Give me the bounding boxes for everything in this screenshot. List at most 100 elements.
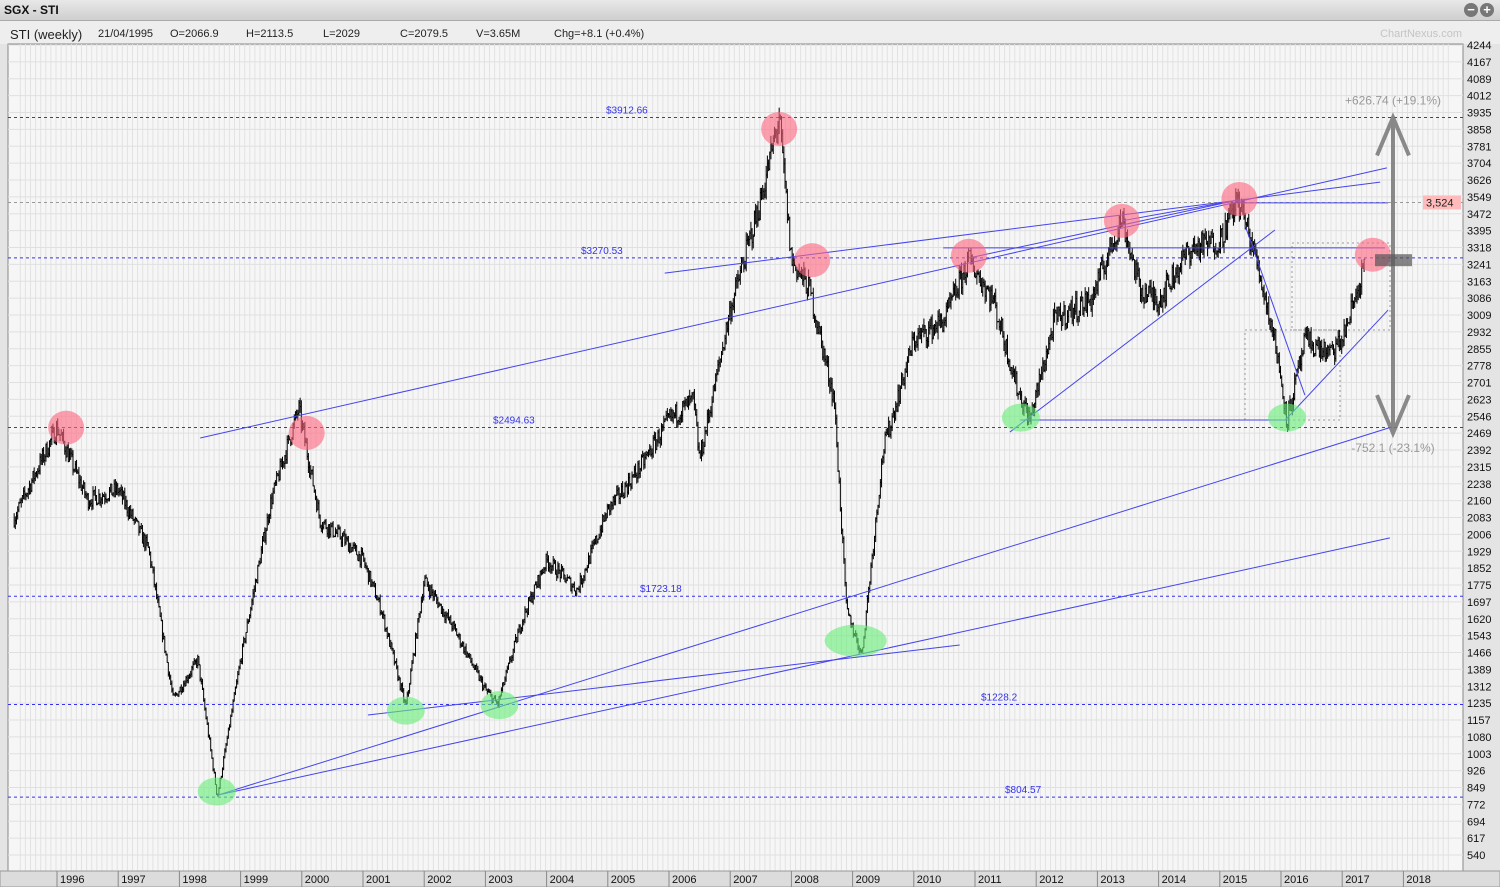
peak-marker [761,111,798,146]
y-tick-label: 2778 [1467,361,1491,373]
y-tick-label: 4167 [1467,57,1491,69]
y-tick-label: 3935 [1467,108,1491,120]
y-tick-label: 1775 [1467,580,1491,592]
trendline [217,537,1391,796]
level-label: $3912.66 [606,105,648,116]
level-label: $3270.53 [581,246,623,257]
info-close: C=2079.5 [400,28,449,40]
x-tick-label: 2011 [978,874,1002,886]
y-tick-label: 2392 [1467,445,1491,457]
y-tick-label: 617 [1467,833,1485,845]
y-tick-label: 2932 [1467,327,1491,339]
y-tick-label: 1929 [1467,546,1491,558]
zoom-in-button[interactable]: + [1480,3,1494,17]
trendline [367,644,960,716]
y-tick-label: 2006 [1467,529,1491,541]
y-tick-label: 1697 [1467,597,1491,609]
x-tick-label: 2016 [1284,874,1308,886]
title-bar: SGX - STI − + [0,0,1500,21]
x-tick-label: 2009 [856,874,880,886]
x-tick-label: 2015 [1223,874,1247,886]
x-tick-label: 1999 [244,874,268,886]
x-tick-label: 1998 [182,874,206,886]
y-tick-label: 3009 [1467,310,1491,322]
measure-down-label: -752.1 (-23.1%) [1351,441,1434,455]
x-tick-label: 2018 [1406,874,1430,886]
peak-marker [1103,203,1140,238]
level-label: $1723.18 [640,584,682,595]
peak-marker [950,238,987,273]
measure-arrow [1375,112,1411,439]
y-tick-label: 1235 [1467,698,1491,710]
trendline [1121,199,1239,222]
x-tick-label: 2003 [488,874,512,886]
y-tick-label: 2546 [1467,411,1491,423]
info-date: 21/04/1995 [98,28,154,40]
peak-marker [288,415,325,450]
trendline [1284,309,1389,421]
trendline [200,167,1387,439]
x-tick-label: 1997 [121,874,145,886]
x-tick-label: 2010 [917,874,941,886]
y-tick-label: 3395 [1467,226,1491,238]
y-tick-label: 926 [1467,766,1485,778]
x-tick-label: 2014 [1162,874,1186,886]
watermark: ChartNexus.com [1380,28,1462,40]
arrow-up-head [1375,112,1411,157]
trough-marker [386,696,425,725]
y-tick-label: 4012 [1467,91,1491,103]
y-tick-label: 1620 [1467,614,1491,626]
info-volume: V=3.65M [476,28,521,40]
y-tick-label: 3163 [1467,276,1491,288]
x-tick-label: 2000 [305,874,329,886]
zoom-out-button[interactable]: − [1464,3,1478,17]
y-tick-label: 3781 [1467,141,1491,153]
peak-marker [48,410,85,445]
y-tick-label: 849 [1467,783,1485,795]
level-label: $804.57 [1005,785,1042,796]
trendline [1244,224,1306,396]
x-axis [0,870,1500,887]
measure-up-label: +626.74 (+19.1%) [1345,93,1441,107]
peak-marker [1221,181,1258,216]
x-tick-label: 2002 [427,874,451,886]
y-tick-label: 2160 [1467,496,1491,508]
y-tick-label: 2701 [1467,378,1491,390]
y-tick-label: 3241 [1467,259,1491,271]
measure-origin-bar [1374,254,1412,267]
peak-marker [794,243,831,278]
y-tick-label: 3086 [1467,293,1491,305]
x-tick-label: 2012 [1039,874,1063,886]
y-tick-label: 2315 [1467,462,1491,474]
y-tick-label: 540 [1467,850,1485,862]
x-tick-label: 2004 [550,874,574,886]
y-tick-label: 1466 [1467,648,1491,660]
y-tick-label: 2623 [1467,394,1491,406]
x-tick-label: 2013 [1100,874,1124,886]
measure-box [1244,329,1341,421]
trendline [1009,229,1276,433]
y-tick-label: 2469 [1467,428,1491,440]
y-tick-label: 2083 [1467,513,1491,525]
y-tick-label: 3472 [1467,209,1491,221]
y-tick-label: 2238 [1467,479,1491,491]
y-tick-label: 1080 [1467,732,1491,744]
trough-marker [197,777,236,806]
y-tick-label: 4089 [1467,74,1491,86]
price-series [13,107,1366,797]
y-tick-label: 1003 [1467,749,1491,761]
info-high: H=2113.5 [246,28,294,40]
level-label: $1228.2 [981,692,1018,703]
grid [8,44,1463,871]
x-tick-label: 2007 [733,874,757,886]
y-tick-label: 1543 [1467,631,1491,643]
trendline [968,199,1239,259]
level-label: $2494.63 [493,416,535,427]
y-tick-label: 694 [1467,816,1485,828]
window-title: SGX - STI [4,3,59,17]
peak-marker [1354,237,1391,272]
y-tick-label: 1389 [1467,664,1491,676]
y-tick-label: 1157 [1467,715,1491,727]
info-low: L=2029 [323,28,361,40]
